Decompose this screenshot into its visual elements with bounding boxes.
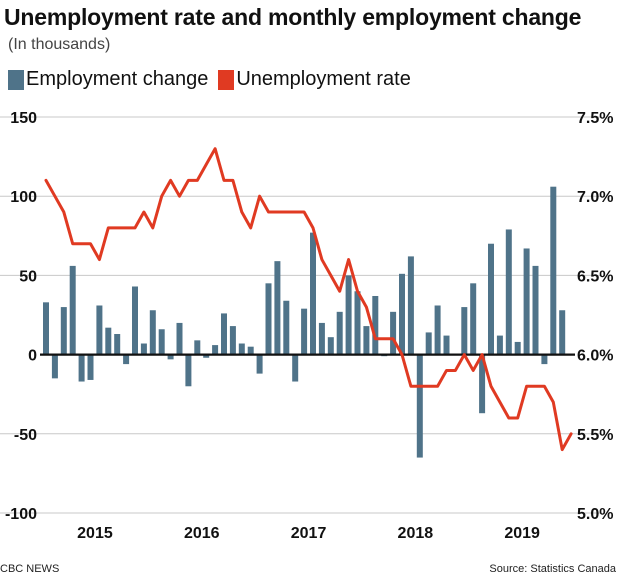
employment-bar	[559, 310, 566, 355]
employment-bar	[105, 327, 112, 355]
legend-item-employment-change: Employment change	[8, 68, 208, 91]
employment-bar	[443, 335, 450, 355]
employment-bar	[390, 311, 397, 355]
legend-label-employment-change: Employment change	[26, 68, 209, 90]
x-year-label: 2016	[184, 525, 220, 542]
employment-bar	[488, 243, 494, 355]
employment-bar	[247, 346, 254, 355]
employment-bar	[372, 295, 379, 355]
right-tick-label: 6.0%	[577, 348, 613, 365]
employment-bar	[221, 313, 227, 355]
legend-item-unemployment-rate: Unemployment rate	[218, 68, 411, 91]
employment-bar	[407, 256, 414, 355]
employment-bar	[229, 326, 236, 355]
left-tick-label: -100	[5, 506, 37, 523]
employment-bar	[87, 354, 94, 380]
employment-bar	[43, 302, 49, 355]
left-tick-label: 150	[10, 110, 37, 127]
right-tick-label: 7.5%	[577, 110, 613, 127]
employment-bar	[292, 354, 299, 382]
employment-bar	[301, 308, 308, 355]
footer-credit: CBC NEWS	[0, 563, 60, 575]
employment-bar	[541, 354, 548, 365]
employment-bar	[203, 354, 210, 358]
employment-bar	[399, 273, 405, 355]
footer-source: Source: Statistics Canada	[489, 563, 616, 575]
employment-bar	[318, 322, 325, 355]
left-tick-label: 100	[10, 189, 37, 206]
employment-bar	[310, 232, 316, 355]
employment-bar	[327, 337, 334, 355]
legend-swatch-bar	[8, 69, 24, 90]
employment-bar	[434, 305, 441, 355]
employment-bar	[363, 326, 370, 355]
employment-bar	[149, 310, 156, 355]
legend-label-unemployment-rate: Unemployment rate	[236, 68, 411, 90]
employment-bar	[158, 329, 165, 355]
employment-bar	[505, 229, 512, 355]
employment-bar	[96, 305, 103, 355]
employment-bar	[60, 307, 67, 355]
right-tick-label: 5.0%	[577, 506, 613, 523]
employment-bar	[461, 307, 468, 355]
employment-bar	[114, 334, 121, 355]
left-tick-label: 0	[28, 348, 37, 365]
employment-bar	[51, 354, 58, 379]
employment-bar	[212, 345, 219, 355]
employment-bar	[265, 283, 272, 355]
employment-bar	[523, 248, 530, 355]
employment-bar	[274, 261, 281, 355]
employment-bar	[185, 354, 192, 387]
right-tick-label: 6.5%	[577, 268, 613, 285]
employment-bar	[354, 291, 361, 355]
chart-legend: Employment change Unemployment rate	[8, 68, 421, 91]
left-tick-label: -50	[14, 427, 37, 444]
employment-bar	[550, 186, 557, 355]
employment-bar	[123, 354, 130, 365]
employment-bar	[345, 275, 352, 355]
employment-bar	[470, 283, 477, 355]
employment-bar	[176, 322, 183, 355]
employment-bar	[514, 341, 521, 355]
chart-title: Unemployment rate and monthly employment…	[4, 4, 582, 30]
left-tick-label: 50	[19, 268, 37, 285]
right-tick-label: 7.0%	[577, 189, 613, 206]
x-year-label: 2015	[77, 525, 113, 542]
employment-bar	[425, 332, 432, 355]
employment-bar	[479, 354, 486, 414]
chart-subtitle: (In thousands)	[8, 36, 111, 53]
employment-bar	[78, 354, 85, 382]
x-year-label: 2018	[398, 525, 434, 542]
employment-bar	[283, 300, 290, 355]
employment-bar	[532, 265, 539, 355]
employment-bar	[416, 354, 423, 458]
unemployment-rate-line	[44, 147, 573, 452]
employment-bar	[194, 340, 201, 355]
right-tick-label: 5.5%	[577, 427, 613, 444]
employment-bar	[132, 286, 138, 355]
employment-bar	[238, 343, 245, 355]
x-year-label: 2019	[504, 525, 540, 542]
x-year-label: 2017	[291, 525, 327, 542]
employment-bar	[336, 311, 343, 355]
employment-bar	[69, 265, 76, 355]
legend-swatch-line	[218, 69, 235, 90]
employment-bar	[167, 354, 174, 360]
employment-bar	[256, 354, 263, 374]
employment-bar	[140, 343, 147, 355]
employment-bar	[496, 335, 503, 355]
